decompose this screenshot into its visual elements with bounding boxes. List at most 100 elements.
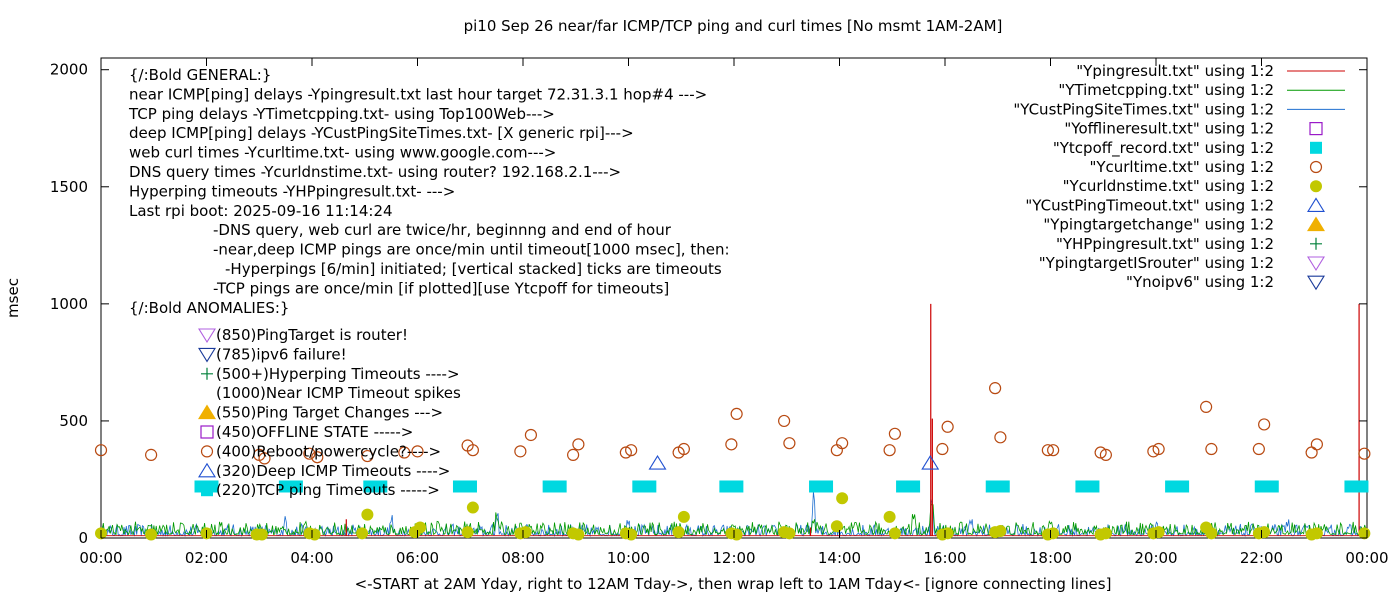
y-tick-label: 500 — [59, 412, 88, 430]
curltime-point — [1099, 448, 1112, 461]
curltime-point — [836, 437, 849, 450]
x-tick-label: 18:00 — [1029, 549, 1072, 567]
annotation-line: -DNS query, web curl are twice/hr, begin… — [213, 221, 672, 239]
dnstime-point — [677, 510, 690, 523]
dnstime-point — [836, 492, 849, 505]
legend-swatch — [1307, 256, 1325, 272]
x-tick-label: 12:00 — [712, 549, 755, 567]
dnstime-point — [1205, 527, 1218, 540]
dnstime-point — [572, 528, 585, 541]
anomaly-marker — [198, 347, 216, 363]
curltime-point — [466, 444, 479, 457]
tcpoff-point — [719, 480, 744, 493]
curltime-point — [936, 442, 949, 456]
anomaly-marker — [200, 445, 214, 458]
curltime-point — [778, 414, 791, 428]
dnstime-point — [461, 526, 474, 539]
dnstime-point — [830, 520, 843, 533]
x-tick-label: 00:00 — [1345, 549, 1388, 567]
curltime-point — [1258, 418, 1271, 431]
annotation-line: {/:Bold ANOMALIES:} — [129, 299, 289, 317]
tcpoff-point — [1254, 480, 1279, 493]
legend-swatch — [1310, 141, 1322, 154]
curltime-point — [830, 444, 843, 457]
curltime-point — [1047, 444, 1060, 457]
annotation-line: Last rpi boot: 2025-09-16 11:14:24 — [129, 202, 393, 220]
dnstime-point — [519, 526, 532, 539]
legend-label: "Yofflineresult.txt" using 1:2 — [1064, 120, 1274, 138]
legend-swatch — [1309, 121, 1323, 136]
dnstime-point — [730, 528, 743, 541]
dnstime-point — [361, 508, 374, 521]
y-tick-label: 2000 — [50, 61, 88, 79]
annotation-line: near ICMP[ping] delays -Ypingresult.txt … — [129, 85, 707, 103]
curltime-point — [1305, 446, 1318, 459]
anomaly-line: (550)Ping Target Changes ---> — [216, 404, 443, 422]
curltime-point — [888, 427, 901, 440]
dnstime-point — [625, 528, 638, 541]
curltime-point — [411, 445, 424, 458]
anomaly-marker — [198, 462, 216, 478]
curltime-point — [677, 442, 690, 456]
chart-title: pi10 Sep 26 near/far ICMP/TCP ping and c… — [464, 17, 1003, 35]
curltime-point — [1152, 442, 1165, 456]
legend-swatch — [1310, 237, 1322, 250]
anomaly-line: (1000)Near ICMP Timeout spikes — [216, 384, 461, 402]
curltime-point — [361, 449, 374, 463]
dnstime-point — [255, 528, 268, 541]
anomaly-marker — [200, 425, 214, 439]
dnstime-point — [1310, 527, 1323, 540]
anomaly-marker — [201, 484, 213, 497]
x-tick-label: 22:00 — [1240, 549, 1283, 567]
curltime-point — [311, 451, 324, 464]
tcpoff-point — [363, 480, 388, 493]
curltime-point — [1310, 438, 1323, 451]
dnstime-point — [883, 510, 896, 523]
x-tick-label: 08:00 — [501, 549, 544, 567]
legend-label: "YHPpingresult.txt" using 1:2 — [1056, 235, 1274, 253]
x-tick-label: 10:00 — [607, 549, 650, 567]
anomaly-line: (220)TCP ping Timeouts -----> — [216, 481, 440, 499]
dnstime-point — [672, 526, 685, 539]
legend-label: "YCustPingSiteTimes.txt" using 1:2 — [1013, 100, 1274, 118]
anomaly-marker — [201, 367, 213, 380]
annotation-line: -near,deep ICMP pings are once/min until… — [213, 241, 730, 259]
legend-label: "YTimetcpping.txt" using 1:2 — [1058, 81, 1274, 99]
legend-swatch — [1307, 275, 1325, 291]
annotation-line: TCP ping delays -YTimetcpping.txt- using… — [128, 105, 555, 123]
curltime-point — [572, 438, 585, 451]
tcpoff-point — [278, 480, 303, 493]
curltime-point — [94, 444, 108, 457]
curltime-point — [989, 382, 1002, 395]
anomaly-marker — [198, 328, 216, 344]
legend-swatch — [1307, 216, 1325, 232]
curltime-point — [783, 437, 796, 450]
x-tick-label: 16:00 — [923, 549, 966, 567]
dnstime-point — [414, 521, 427, 534]
legend-label: "Ycurltime.txt" using 1:2 — [1089, 158, 1274, 176]
legend-label: "YpingtargetISrouter" using 1:2 — [1039, 254, 1274, 272]
annotation-line: -Hyperpings [6/min] initiated; [vertical… — [225, 260, 722, 278]
legend-label: "Ynoipv6" using 1:2 — [1126, 273, 1274, 291]
anomaly-line: (320)Deep ICMP Timeouts ----> — [216, 462, 450, 480]
annotation-line: deep ICMP[ping] delays -YCustPingSiteTim… — [129, 124, 634, 142]
curltime-point — [1147, 445, 1160, 458]
dnstime-point — [466, 501, 479, 514]
x-axis-label: <-START at 2AM Yday, right to 12AM Tday-… — [355, 575, 1112, 593]
curltime-point — [514, 445, 527, 458]
y-tick-label: 0 — [78, 529, 88, 547]
deep-timeout-point — [648, 455, 667, 470]
dnstime-point — [1258, 526, 1271, 539]
tcpoff-point — [1165, 480, 1190, 493]
annotation-line: web curl times -Ycurltime.txt- using www… — [129, 144, 556, 162]
curltime-point — [303, 447, 316, 460]
curltime-point — [1041, 444, 1054, 457]
curltime-point — [145, 448, 158, 461]
tcpoff-point — [896, 480, 921, 493]
axes: 0 500 1000 1500 2000 00:00 02:00 04:00 06:00 08:0… — [50, 58, 1389, 567]
deep-timeout-point — [921, 455, 940, 470]
x-tick-label: 04:00 — [290, 549, 333, 567]
curltime-point — [1205, 442, 1218, 456]
annotation-line: DNS query times -Ycurldnstime.txt- using… — [129, 163, 621, 181]
